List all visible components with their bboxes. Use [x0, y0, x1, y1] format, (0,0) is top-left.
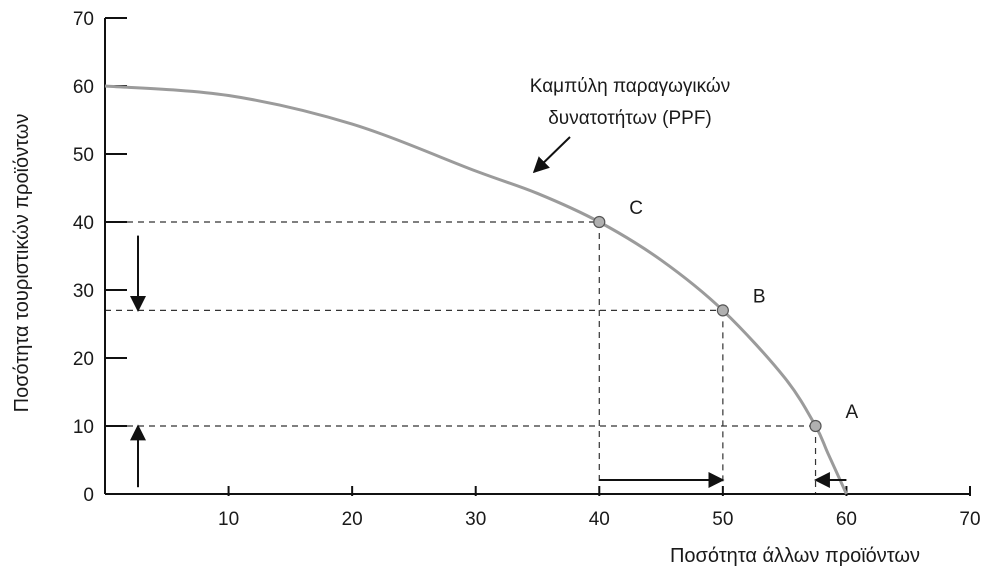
axis-ticks: 10 20 30 40 50 60 70 0 10 20 30 40 50 60 70 — [73, 9, 981, 530]
x-tick-label-40: 40 — [589, 509, 610, 530]
y-tick-label-10: 10 — [73, 417, 94, 438]
point-B — [716, 304, 729, 317]
point-label-C: C — [629, 198, 643, 219]
ppf-points: A B C — [593, 198, 859, 433]
curve-label-pointer-arrow — [532, 136, 571, 174]
ppf-curve-layer — [104, 84, 848, 495]
y-tick-label-60: 60 — [73, 77, 94, 98]
x-tick-label-20: 20 — [342, 509, 363, 530]
y-tick-label-20: 20 — [73, 349, 94, 370]
curve-label-line-2: δυνατοτήτων (PPF) — [548, 108, 712, 129]
point-C — [593, 215, 606, 229]
x-tick-label-60: 60 — [836, 509, 857, 530]
shift-arrows — [130, 235, 847, 488]
y-tick-label-40: 40 — [73, 213, 94, 234]
axes — [104, 18, 970, 495]
x-tick-label-30: 30 — [465, 509, 486, 530]
y-tick-label-0: 0 — [83, 485, 94, 506]
chart-labels: Ποσότητα τουριστικών προϊόντων Ποσότητα … — [11, 76, 920, 567]
x-tick-label-50: 50 — [712, 509, 733, 530]
curve-label-line-1: Καμπύλη παραγωγικών — [530, 76, 731, 97]
x-tick-label-70: 70 — [959, 509, 980, 530]
dashed-guides — [105, 221, 817, 494]
y-tick-label-70: 70 — [73, 9, 94, 30]
y-tick-label-30: 30 — [73, 281, 94, 302]
y-tick-label-50: 50 — [73, 145, 94, 166]
ppf-curve — [104, 84, 848, 495]
point-label-A: A — [846, 402, 859, 423]
point-A — [809, 419, 822, 433]
x-tick-label-10: 10 — [218, 509, 239, 530]
x-axis-label: Ποσότητα άλλων προϊόντων — [670, 545, 920, 567]
y-axis-label: Ποσότητα τουριστικών προϊόντων — [11, 114, 33, 413]
point-label-B: B — [753, 286, 766, 307]
